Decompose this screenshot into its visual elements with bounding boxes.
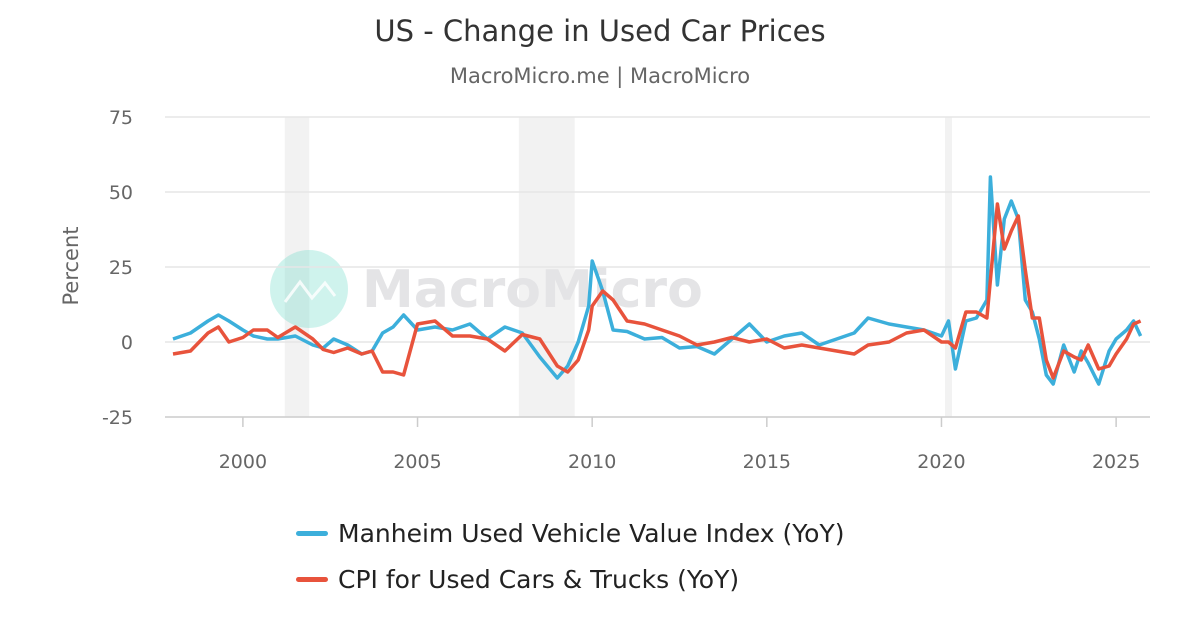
x-tick-label: 2015 — [743, 451, 791, 473]
chart-title: US - Change in Used Car Prices — [374, 14, 826, 48]
x-tick-label: 2025 — [1092, 451, 1140, 473]
y-tick-label: 0 — [121, 332, 133, 354]
legend-item-cpi[interactable]: CPI for Used Cars & Trucks (YoY) — [296, 556, 844, 602]
y-tick-label: 50 — [109, 182, 133, 204]
y-axis-label: Percent — [59, 226, 83, 305]
x-tick-label: 2000 — [219, 451, 267, 473]
chart-subtitle: MacroMicro.me | MacroMicro — [449, 64, 751, 88]
watermark-text: MacroMicro — [362, 260, 703, 320]
legend-label: CPI for Used Cars & Trucks (YoY) — [338, 564, 740, 594]
legend-item-manheim[interactable]: Manheim Used Vehicle Value Index (YoY) — [296, 510, 844, 556]
watermark: MacroMicro — [270, 250, 703, 328]
legend-swatch — [296, 530, 328, 536]
legend: Manheim Used Vehicle Value Index (YoY) C… — [296, 510, 844, 602]
y-tick-label: -25 — [102, 407, 133, 429]
y-tick-label: 25 — [109, 257, 133, 279]
x-tick-label: 2010 — [568, 451, 616, 473]
watermark-logo-icon — [270, 250, 348, 328]
y-tick-label: 75 — [109, 107, 133, 129]
x-tick-label: 2020 — [917, 451, 965, 473]
x-tick-label: 2005 — [393, 451, 441, 473]
legend-swatch — [296, 576, 328, 582]
cpi-series-line — [172, 202, 1142, 380]
legend-label: Manheim Used Vehicle Value Index (YoY) — [338, 518, 845, 548]
